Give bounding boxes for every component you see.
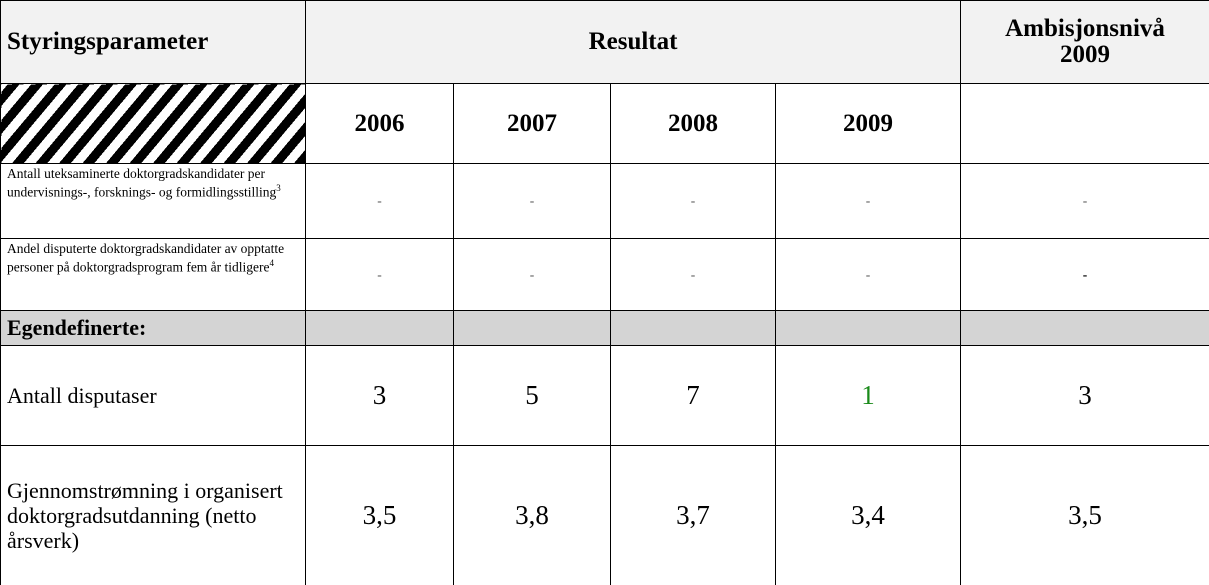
empty-cell — [774, 310, 962, 346]
year-cell: 2008 — [610, 83, 776, 164]
row-label: Gjennomstrømning i organisert doktorgrad… — [0, 445, 306, 585]
empty-cell — [960, 310, 1209, 346]
cell: 3,5 — [305, 445, 454, 585]
cell: - — [453, 163, 611, 239]
header-text: 2009 — [1060, 41, 1111, 68]
cell: 3,7 — [610, 445, 776, 585]
row-label: Antall uteksaminerte doktorgradskandidat… — [0, 163, 306, 239]
cell: 3,5 — [960, 445, 1209, 585]
header-text: Ambisjonsnivå — [1005, 15, 1165, 42]
footnote: 3 — [276, 183, 281, 193]
year-cell: 2007 — [453, 83, 611, 164]
year-cell: 2009 — [774, 83, 962, 164]
cell: 5 — [453, 345, 611, 446]
cell: 3 — [960, 345, 1209, 446]
cell: - — [305, 163, 454, 239]
header-cell: Resultat — [304, 0, 962, 84]
cell: - — [305, 238, 454, 311]
empty-cell — [610, 310, 776, 346]
cell: 7 — [610, 345, 776, 446]
row-label: Antall disputaser — [0, 345, 306, 446]
cell: - — [774, 163, 962, 239]
empty-cell — [305, 310, 454, 346]
label-text: Antall uteksaminerte doktorgradskandidat… — [7, 166, 277, 200]
cell: - — [610, 238, 776, 311]
year-row: 2006 2007 2008 2009 — [0, 83, 1209, 164]
row: Gjennomstrømning i organisert doktorgrad… — [0, 445, 1209, 585]
row: Antall uteksaminerte doktorgradskandidat… — [0, 163, 1209, 239]
hatched-cell — [0, 83, 306, 164]
cell: - — [960, 238, 1209, 311]
header-row: Styringsparameter Resultat Ambisjonsnivå… — [0, 0, 1209, 84]
year-cell: 2006 — [305, 83, 454, 164]
cell: 1 — [774, 345, 962, 446]
empty-cell — [453, 310, 611, 346]
header-cell: Styringsparameter — [0, 0, 306, 84]
section-label: Egendefinerte: — [0, 310, 306, 346]
empty-cell — [960, 83, 1209, 164]
cell: - — [453, 238, 611, 311]
cell: 3,4 — [774, 445, 962, 585]
cell: - — [774, 238, 962, 311]
header-cell: Ambisjonsnivå 2009 — [960, 0, 1209, 84]
cell: - — [960, 163, 1209, 239]
section-row: Egendefinerte: — [0, 310, 1209, 346]
cell: 3 — [305, 345, 454, 446]
row: Antall disputaser 3 5 7 1 3 — [0, 345, 1209, 446]
row: Andel disputerte doktorgradskandidater a… — [0, 238, 1209, 311]
cell: - — [610, 163, 776, 239]
label-text: Andel disputerte doktorgradskandidater a… — [7, 241, 285, 275]
cell: 3,8 — [453, 445, 611, 585]
row-label: Andel disputerte doktorgradskandidater a… — [0, 238, 306, 311]
footnote: 4 — [269, 258, 275, 268]
